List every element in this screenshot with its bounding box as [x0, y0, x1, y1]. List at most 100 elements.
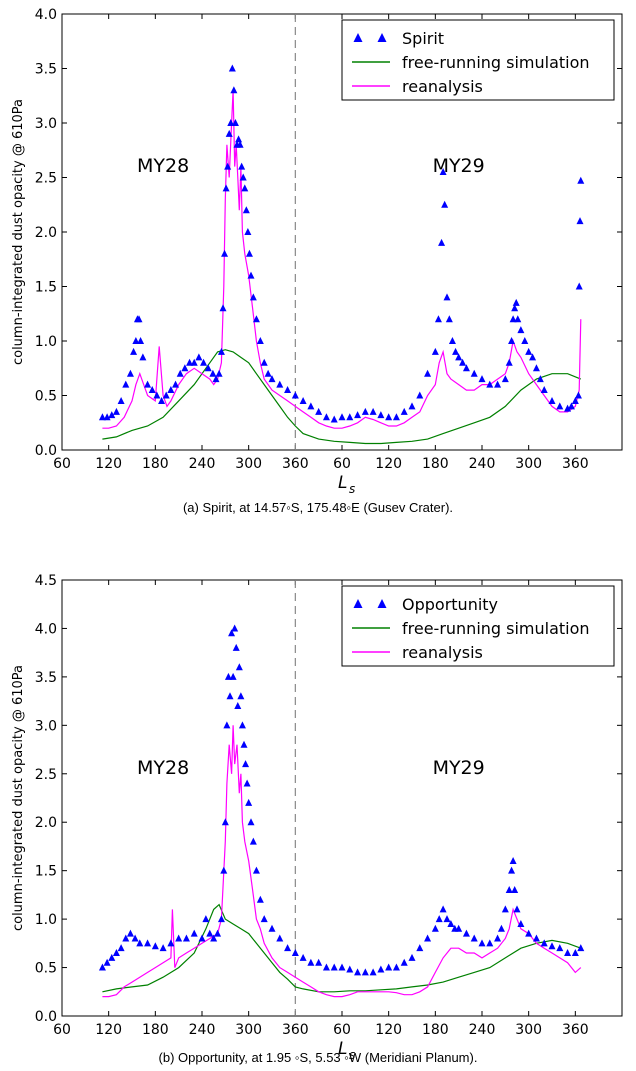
annotation-my29: MY29	[433, 757, 485, 779]
data-point-opportunity	[517, 919, 525, 927]
data-point-opportunity	[443, 915, 451, 923]
data-point-spirit	[445, 315, 453, 323]
data-point-opportunity	[361, 968, 369, 976]
data-point-spirit	[571, 396, 579, 404]
data-point-opportunity	[226, 692, 234, 700]
data-point-spirit	[509, 315, 517, 323]
y-tick-label: 0.0	[35, 1009, 57, 1025]
x-tick-label: 360	[282, 456, 309, 472]
data-point-opportunity	[338, 963, 346, 971]
data-point-opportunity	[112, 949, 120, 957]
caption-spirit: (a) Spirit, at 14.57◦S, 175.48◦E (Gusev …	[182, 500, 454, 515]
data-point-opportunity	[190, 929, 198, 937]
data-point-spirit	[256, 337, 264, 344]
data-point-opportunity	[307, 958, 315, 966]
data-point-spirit	[439, 168, 447, 176]
data-point-spirit	[443, 293, 451, 301]
x-tick-label: 360	[562, 456, 589, 472]
data-point-spirit	[260, 358, 268, 366]
data-point-spirit	[244, 228, 252, 235]
x-tick-label: 300	[235, 1022, 262, 1038]
data-point-opportunity	[486, 939, 494, 947]
data-point-opportunity	[224, 672, 232, 680]
data-point-spirit	[501, 375, 509, 383]
data-point-opportunity	[182, 934, 190, 942]
series-line-reanalysis	[102, 725, 582, 998]
data-point-spirit	[245, 249, 253, 257]
data-point-opportunity	[235, 663, 243, 671]
x-axis-label-subscript: s	[349, 482, 355, 496]
data-point-spirit	[132, 337, 140, 344]
data-point-opportunity	[108, 953, 116, 961]
data-point-opportunity	[525, 929, 533, 937]
x-tick-label: 60	[333, 1022, 351, 1038]
data-point-opportunity	[322, 963, 330, 971]
data-point-spirit	[505, 358, 513, 366]
data-point-opportunity	[229, 672, 237, 680]
data-point-opportunity	[126, 929, 134, 937]
data-point-spirit	[130, 347, 138, 355]
data-point-opportunity	[144, 939, 152, 947]
data-point-opportunity	[221, 818, 229, 826]
data-point-spirit	[176, 369, 184, 377]
data-point-spirit	[242, 206, 250, 214]
x-tick-label: 360	[562, 1022, 589, 1038]
legend-marker-opportunity	[353, 599, 363, 608]
chart-opportunity: 0.0 0.5 1.0 1.5 2.0 2.5 3.0 3.5 4.0 4.5 60 120 180 24…	[11, 573, 623, 1062]
data-point-opportunity	[103, 958, 111, 966]
data-point-spirit	[238, 162, 246, 170]
data-point-spirit	[478, 375, 486, 383]
legend-label-opportunity: Opportunity	[402, 595, 498, 614]
y-tick-label: 2.5	[35, 767, 57, 783]
data-point-spirit	[338, 413, 346, 421]
data-point-spirit	[209, 369, 217, 377]
data-point-spirit	[190, 358, 198, 366]
data-point-opportunity	[232, 643, 240, 651]
annotation-my28: MY28	[137, 155, 189, 177]
data-point-spirit	[98, 413, 106, 421]
data-point-spirit	[330, 415, 338, 423]
data-point-spirit	[167, 386, 175, 394]
data-point-opportunity	[243, 779, 251, 787]
data-point-spirit	[126, 369, 134, 377]
data-point-opportunity	[299, 953, 307, 961]
legend-label-reanalysis: reanalysis	[402, 77, 483, 96]
y-tick-label: 1.5	[35, 280, 57, 296]
x-tick-label: 360	[282, 1022, 309, 1038]
data-point-opportunity	[564, 949, 572, 957]
data-point-spirit	[536, 375, 544, 383]
data-point-spirit	[215, 369, 223, 377]
data-point-spirit	[540, 386, 548, 394]
y-tick-label: 0.5	[35, 961, 57, 977]
x-tick-label: 120	[95, 456, 122, 472]
data-point-spirit	[276, 380, 284, 388]
data-point-spirit	[225, 129, 233, 137]
x-tick-label: 240	[469, 1022, 496, 1038]
data-point-opportunity	[210, 934, 218, 942]
data-point-spirit	[135, 315, 143, 323]
data-point-opportunity	[439, 905, 447, 913]
x-tick-label: 300	[515, 1022, 542, 1038]
y-tick-label: 3.0	[35, 116, 57, 132]
data-point-opportunity	[122, 934, 130, 942]
y-tick-label: 4.0	[35, 7, 57, 23]
data-point-opportunity	[369, 968, 377, 976]
data-point-opportunity	[198, 934, 206, 942]
x-axis-label: L	[338, 1039, 347, 1059]
x-tick-label: 180	[422, 456, 449, 472]
y-tick-label: 0.5	[35, 389, 57, 405]
data-point-spirit	[400, 407, 408, 415]
data-point-spirit	[556, 402, 564, 410]
data-point-opportunity	[447, 919, 455, 927]
series-group	[98, 624, 585, 998]
data-point-spirit	[299, 396, 307, 404]
data-point-spirit	[577, 176, 585, 184]
legend-label-free-running-simulation: free-running simulation	[402, 619, 590, 638]
data-point-spirit	[219, 304, 227, 312]
data-point-opportunity	[571, 949, 579, 957]
data-point-opportunity	[206, 929, 214, 937]
data-point-spirit	[441, 200, 449, 208]
y-tick-label: 2.0	[35, 225, 57, 241]
x-axis-label: L	[338, 473, 347, 493]
data-point-spirit	[361, 407, 369, 415]
